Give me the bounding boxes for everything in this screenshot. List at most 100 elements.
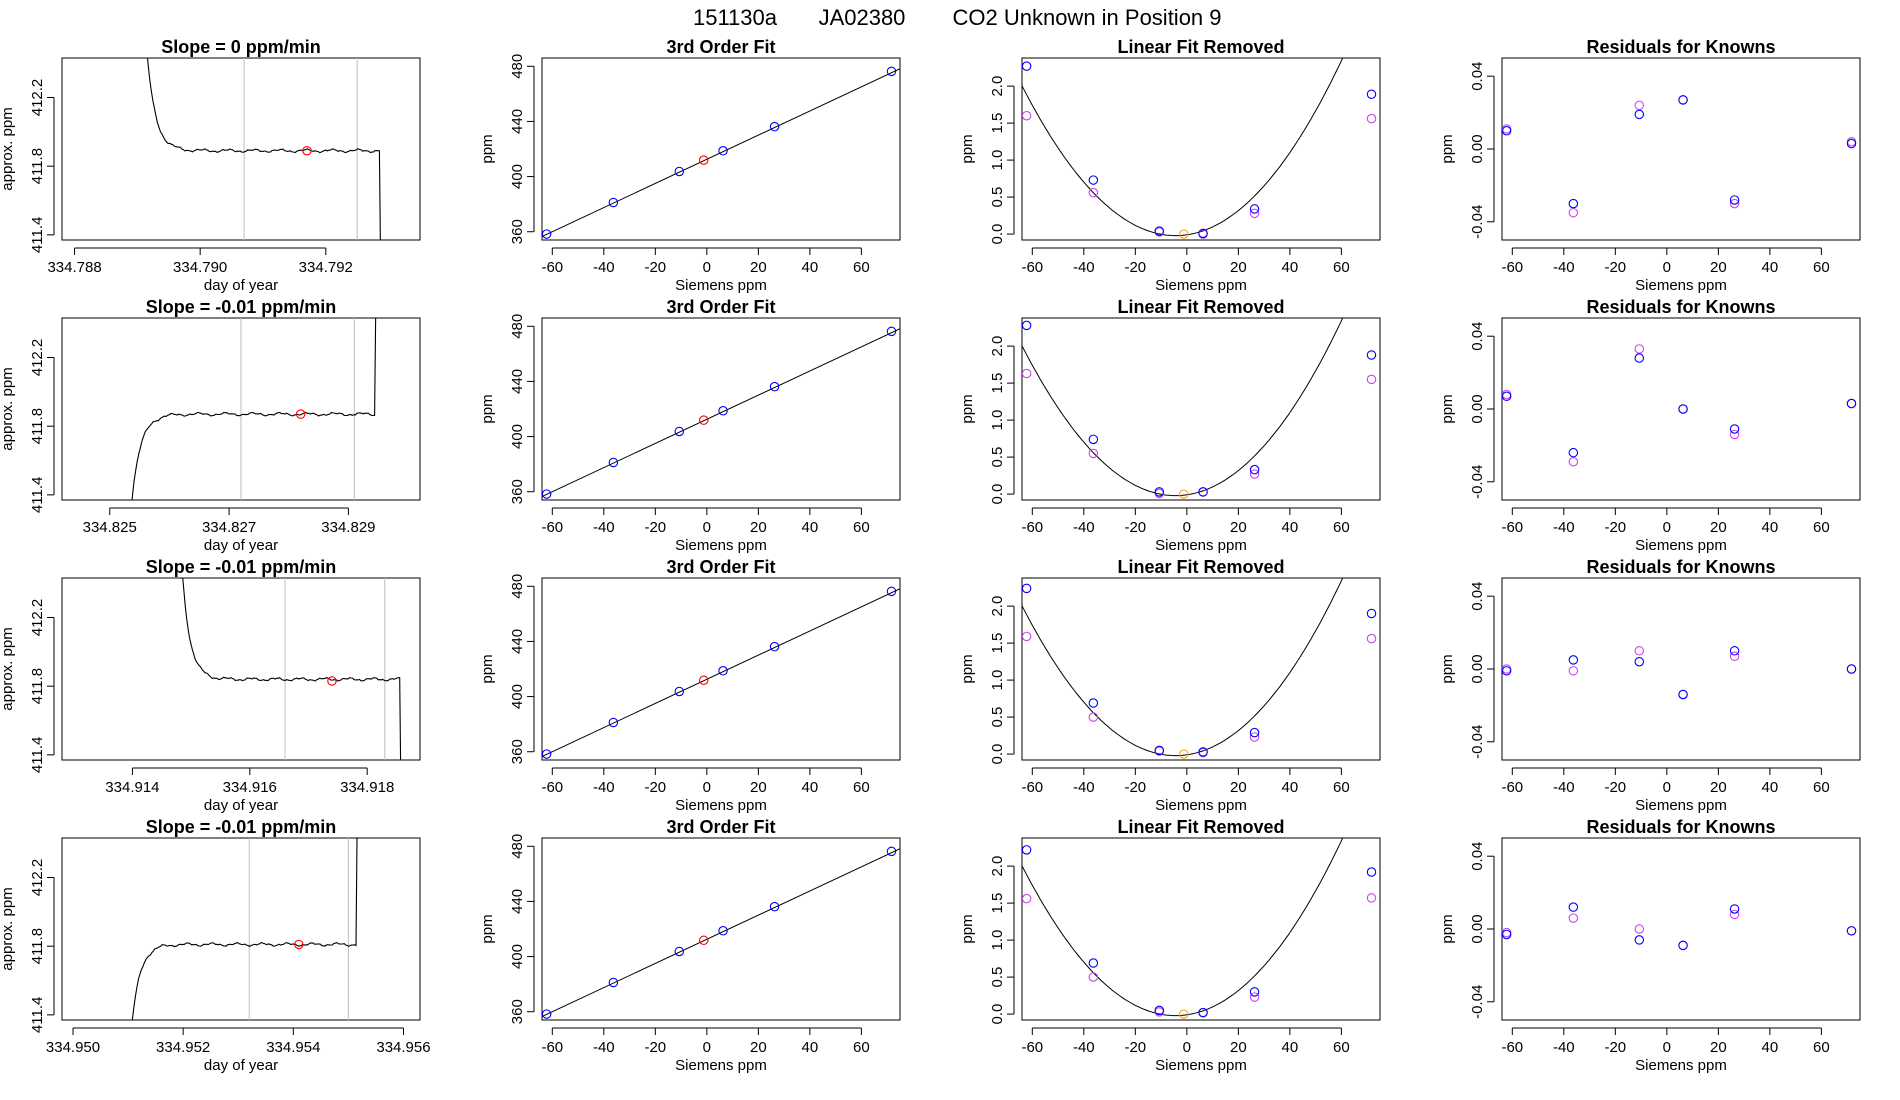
x-tick-label: 334.788 (47, 259, 101, 276)
x-tick-label: -60 (1021, 519, 1043, 536)
residual-curve (1022, 578, 1344, 757)
x-tick-label: 60 (1813, 1039, 1830, 1056)
x-tick-label: -60 (1021, 779, 1043, 796)
x-tick-label: -20 (644, 519, 666, 536)
x-tick-label: -60 (541, 779, 563, 796)
x-tick-label: -60 (1501, 519, 1523, 536)
y-tick-label: 411.8 (29, 408, 46, 444)
known-standard-point (674, 166, 685, 177)
y-tick-label: 1.5 (989, 893, 1006, 914)
y-tick-label: 400 (509, 944, 526, 969)
plot-area (542, 66, 900, 239)
known-standard-point (1249, 987, 1260, 997)
x-tick-label: 334.829 (321, 519, 375, 536)
alt-point (1366, 374, 1377, 385)
known-standard-point (1846, 398, 1857, 409)
alt-point (1502, 389, 1512, 400)
y-tick-label: 480 (509, 834, 526, 859)
x-tick-label: 20 (1230, 259, 1247, 276)
known-standard-point (1198, 228, 1208, 239)
x-tick-label: 334.790 (173, 259, 227, 276)
plot-area (146, 58, 381, 240)
y-tick-label: 1.5 (989, 113, 1006, 134)
panel-title: 3rd Order Fit (666, 557, 775, 577)
panel-title: Linear Fit Removed (1117, 37, 1284, 57)
x-tick-label: -40 (593, 779, 615, 796)
y-axis-label: approx. ppm (0, 887, 16, 970)
x-tick-label: -20 (1124, 779, 1146, 796)
alt-point (1088, 712, 1099, 722)
y-axis-label: ppm (959, 134, 976, 163)
known-standard-point (1198, 487, 1208, 497)
plot-frame (1501, 577, 1861, 761)
y-tick-label: 1.0 (989, 150, 1006, 171)
alt-point (1249, 208, 1260, 219)
alt-point (1568, 457, 1579, 467)
unknown-point (294, 939, 304, 950)
y-tick-label: 480 (509, 314, 526, 339)
y-tick-label: 411.4 (29, 997, 46, 1033)
x-axis-label: Siemens ppm (1635, 797, 1727, 814)
known-standard-point (1502, 126, 1512, 136)
known-standard-point (1678, 404, 1688, 414)
panel-residuals-row2: Residuals for Knowns Siemens ppm ppm -60 -40… (1439, 297, 1861, 554)
y-tick-label: 480 (509, 54, 526, 79)
trace-line (146, 58, 381, 240)
known-standard-point (1088, 175, 1099, 185)
panel-title: 3rd Order Fit (666, 37, 775, 57)
plot-area (131, 838, 358, 1020)
known-standard-point (1502, 666, 1512, 676)
y-tick-label: -0.04 (1469, 725, 1486, 759)
y-tick-label: -0.04 (1469, 205, 1486, 239)
alt-point (1729, 429, 1740, 440)
plot-frame (61, 577, 421, 761)
residual-curve (1022, 838, 1344, 1017)
panel-timeseries-row4: Slope = -0.01 ppm/min day of year approx. … (0, 817, 431, 1074)
y-tick-label: 360 (509, 999, 526, 1024)
x-tick-label: -40 (1553, 779, 1575, 796)
x-tick-label: -40 (1073, 1039, 1095, 1056)
tank-id: JA02380 (819, 5, 906, 30)
x-tick-label: 0 (1663, 259, 1671, 276)
x-axis-label: Siemens ppm (1155, 277, 1247, 294)
y-tick-label: 411.8 (29, 928, 46, 964)
x-tick-label: -20 (1604, 779, 1626, 796)
x-tick-label: -60 (541, 1039, 563, 1056)
x-tick-label: 0 (703, 519, 711, 536)
plot-area (1022, 318, 1377, 499)
known-standard-point (1634, 353, 1645, 363)
plot-frame (541, 837, 901, 1021)
x-tick-label: 40 (802, 519, 819, 536)
known-standard-point (1366, 608, 1377, 619)
plot-frame (1021, 837, 1381, 1021)
x-tick-label: 334.954 (266, 1039, 320, 1056)
x-tick-label: 334.914 (105, 779, 159, 796)
x-tick-label: 60 (853, 259, 870, 276)
x-tick-label: 334.918 (340, 779, 394, 796)
y-axis-label: ppm (1439, 654, 1456, 683)
x-tick-label: 40 (1282, 1039, 1299, 1056)
x-tick-label: 0 (1663, 1039, 1671, 1056)
x-tick-label: -20 (1604, 1039, 1626, 1056)
y-tick-label: 0.00 (1469, 134, 1486, 163)
x-axis-label: Siemens ppm (1155, 797, 1247, 814)
panel-residuals-row4: Residuals for Knowns Siemens ppm ppm -60 -40… (1439, 817, 1861, 1074)
y-tick-label: 0.0 (989, 484, 1006, 505)
known-standard-point (1088, 698, 1099, 708)
plot-area (1502, 902, 1857, 951)
unknown-point (327, 676, 337, 686)
x-tick-label: 60 (1333, 519, 1350, 536)
known-standard-point (1846, 664, 1857, 674)
panel-linear_removed-row3: Linear Fit Removed Siemens ppm ppm -60 -40 -2… (959, 557, 1381, 814)
known-standard-point (769, 641, 780, 652)
panel-fit-row2: 3rd Order Fit Siemens ppm ppm -60 -40 -20 0 20 4… (479, 297, 901, 554)
x-tick-label: 60 (1813, 259, 1830, 276)
unknown-point (302, 145, 312, 156)
panel-title: Residuals for Knowns (1586, 557, 1775, 577)
known-standard-point (1678, 95, 1688, 105)
x-tick-label: 0 (1183, 779, 1191, 796)
plot-frame (1501, 317, 1861, 501)
panel-title: Residuals for Knowns (1586, 817, 1775, 837)
y-tick-label: 0.0 (989, 1004, 1006, 1025)
plot-area (1022, 838, 1377, 1019)
